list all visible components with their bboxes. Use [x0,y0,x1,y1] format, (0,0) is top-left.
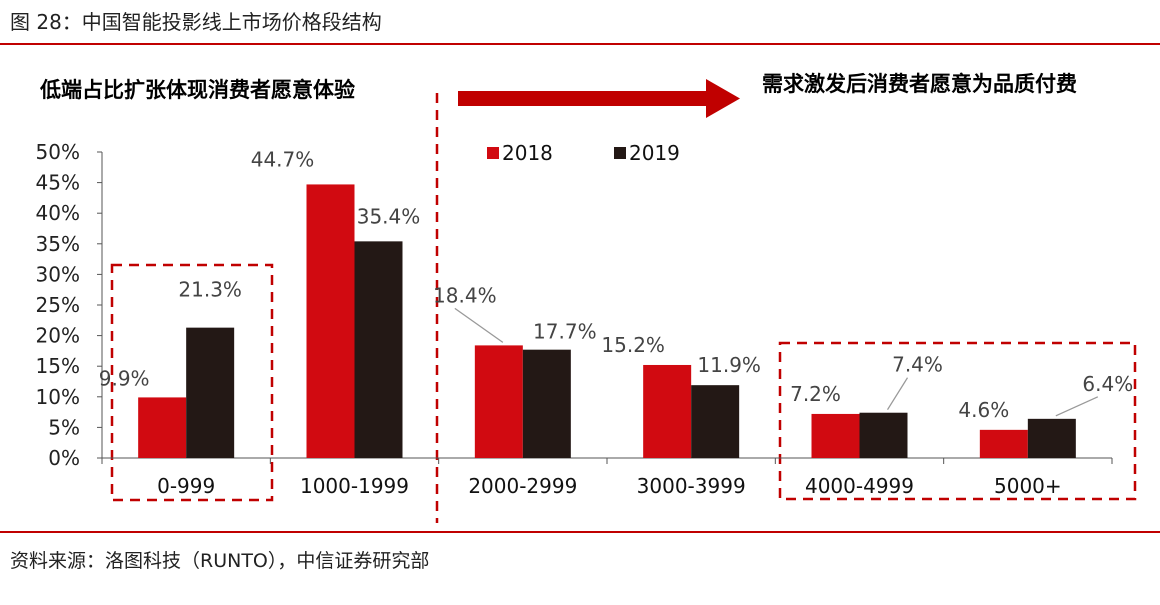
leader-line [1055,396,1099,417]
data-label-2018-5000+: 4.6% [958,398,1009,422]
data-label-2019-1000-1999: 35.4% [357,204,421,228]
bar-2018-3000-3999 [643,364,692,458]
data-label-2019-4000-4999: 7.4% [892,353,943,377]
data-label-2018-2000-2999: 18.4% [433,283,497,307]
y-tick-label: 0% [48,446,80,470]
data-label-2019-0-999: 21.3% [178,278,242,302]
bar-2018-0-999 [138,397,187,458]
y-tick-label: 35% [36,232,80,256]
y-tick-label: 20% [36,324,80,348]
figure-title: 图 28：中国智能投影线上市场价格段结构 [10,10,382,34]
top-rule [0,43,1160,45]
annotation-left: 低端占比扩张体现消费者愿意体验 [39,78,355,102]
x-category-label: 3000-3999 [637,474,746,498]
bar-2019-3000-3999 [691,385,740,458]
y-tick-label: 45% [36,171,80,195]
data-label-2018-0-999: 9.9% [99,366,150,390]
x-category-label: 2000-2999 [468,474,577,498]
bar-2019-5000+ [1027,418,1076,458]
price-segment-chart: 低端占比扩张体现消费者愿意体验 需求激发后消费者愿意为品质付费 0% 5% 10% 1… [36,72,1137,523]
bar-2018-5000+ [979,429,1028,458]
y-tick-label: 30% [36,262,80,286]
legend-swatch-2018 [487,147,499,159]
legend-label-2018: 2018 [502,141,553,165]
data-label-2018-3000-3999: 15.2% [601,333,665,357]
bar-2019-2000-2999 [522,349,571,458]
bottom-rule [0,531,1160,533]
axes: 0% 5% 10% 15% 20% 25% 30% 35% 40% 45% 50% 0-999 1000… [36,140,1113,498]
x-category-label: 4000-4999 [805,474,914,498]
annotation-right: 需求激发后消费者愿意为品质付费 [762,72,1077,96]
leader-line [454,307,504,343]
data-label-2018-1000-1999: 44.7% [251,147,315,171]
bars [138,184,1076,458]
right-arrow-icon [458,79,740,118]
bar-2019-0-999 [186,327,235,458]
bar-2019-4000-4999 [859,412,908,458]
bar-2018-2000-2999 [474,345,523,458]
x-category-label: 0-999 [157,474,215,498]
y-tick-label: 25% [36,293,80,317]
data-label-2019-2000-2999: 17.7% [533,320,597,344]
data-label-2019-3000-3999: 11.9% [697,353,761,377]
legend-swatch-2019 [614,147,626,159]
highlight-box-low [110,263,274,502]
highlight-box-high [778,341,1137,501]
legend-label-2019: 2019 [629,141,680,165]
bar-2018-1000-1999 [306,184,355,458]
data-labels: 9.9% 44.7% 18.4% 15.2% 7.2% 4.6% 21.3% 35.4% 17.… [99,147,1133,421]
x-category-label: 5000+ [994,474,1062,498]
legend: 2018 2019 [487,141,680,165]
data-label-2019-5000+: 6.4% [1082,372,1133,396]
data-label-2018-4000-4999: 7.2% [790,382,841,406]
y-tick-label: 40% [36,201,80,225]
y-tick-label: 50% [36,140,80,164]
x-category-label: 1000-1999 [300,474,409,498]
y-tick-label: 10% [36,385,80,409]
leader-line [886,377,909,411]
y-tick-label: 5% [48,415,80,439]
bar-2018-4000-4999 [811,413,860,458]
y-tick-label: 15% [36,354,80,378]
source-note: 资料来源：洛图科技（RUNTO），中信证券研究部 [10,550,430,572]
bar-2019-1000-1999 [354,241,403,458]
